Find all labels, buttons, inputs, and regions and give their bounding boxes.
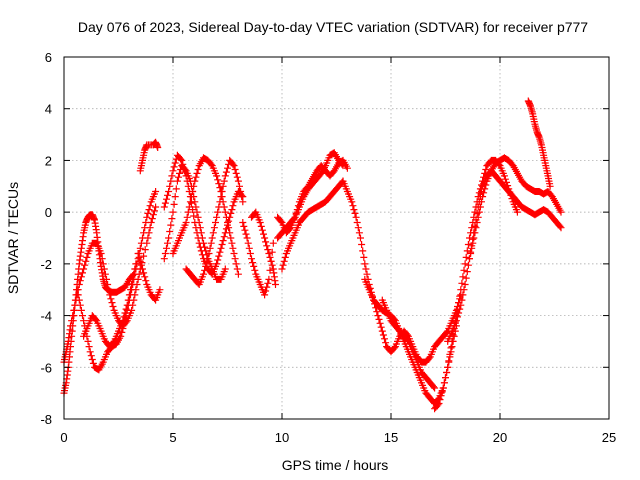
x-tick-label: 0 [60, 430, 67, 445]
series-sat-e [136, 138, 162, 175]
point-markers [248, 208, 279, 288]
series-sat-r [378, 296, 439, 392]
series-sat-k [239, 219, 277, 299]
series-sat-i [169, 154, 242, 278]
x-tick-label: 20 [493, 430, 507, 445]
point-markers [134, 250, 164, 304]
series-sat-n [274, 156, 351, 237]
point-markers [524, 97, 554, 190]
y-tick-label: -2 [40, 257, 52, 272]
point-markers [169, 154, 242, 278]
series-sat-s [431, 156, 521, 413]
series-sat-f [134, 250, 164, 304]
y-tick-label: -4 [40, 309, 52, 324]
series-sat-l [248, 208, 279, 288]
point-markers [136, 138, 162, 175]
point-markers [182, 156, 247, 288]
x-axis-label: GPS time / hours [282, 457, 389, 473]
x-tick-label: 25 [602, 430, 616, 445]
series-sat-o [278, 177, 347, 273]
x-tick-label: 15 [384, 430, 398, 445]
tick-labels: 0 5 10 15 20 25 -8 -6 -4 -2 0 2 4 6 [40, 50, 616, 445]
y-tick-label: 6 [45, 50, 52, 65]
y-tick-label: 0 [45, 205, 52, 220]
point-markers [278, 177, 347, 273]
series-sat-j [182, 156, 247, 288]
y-tick-label: 4 [45, 102, 52, 117]
chart-title: Day 076 of 2023, Sidereal Day-to-day VTE… [78, 19, 588, 35]
point-markers [80, 260, 140, 351]
x-tick-label: 5 [169, 430, 176, 445]
data-marks [60, 97, 565, 413]
y-axis-label: SDTVAR / TECUs [5, 182, 21, 294]
plot-frame [63, 56, 610, 420]
y-tick-label: 2 [45, 153, 52, 168]
series-sat-d [80, 260, 140, 351]
point-markers [274, 156, 351, 237]
series-sat-v [524, 97, 554, 190]
point-markers [466, 154, 565, 263]
y-tick-label: -8 [40, 412, 52, 427]
series-sat-u [466, 154, 565, 263]
x-tick-label: 10 [275, 430, 289, 445]
point-markers [239, 219, 277, 299]
axis-ticks [63, 56, 610, 420]
point-markers [378, 296, 439, 392]
point-markers [431, 156, 521, 413]
y-tick-label: -6 [40, 360, 52, 375]
